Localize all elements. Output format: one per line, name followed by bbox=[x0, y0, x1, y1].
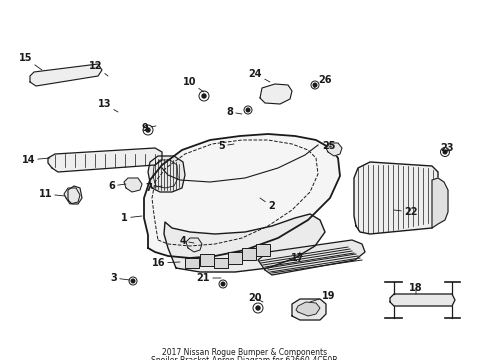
Polygon shape bbox=[163, 214, 325, 272]
Polygon shape bbox=[260, 84, 291, 104]
Text: 20: 20 bbox=[248, 293, 263, 303]
Polygon shape bbox=[148, 156, 184, 192]
Text: 12: 12 bbox=[88, 61, 108, 76]
Text: 18: 18 bbox=[408, 283, 422, 294]
Bar bbox=[184, 258, 199, 268]
Text: 11: 11 bbox=[39, 189, 65, 199]
Text: 10: 10 bbox=[182, 77, 203, 92]
Polygon shape bbox=[64, 188, 80, 204]
Circle shape bbox=[221, 282, 224, 286]
Text: 8: 8 bbox=[225, 107, 242, 117]
Text: 16: 16 bbox=[151, 258, 180, 268]
Text: 24: 24 bbox=[248, 69, 269, 82]
Text: Spoiler Bracket-Apron Diagram for 62660-4CE0B: Spoiler Bracket-Apron Diagram for 62660-… bbox=[151, 356, 337, 360]
Text: 22: 22 bbox=[393, 207, 417, 217]
Text: 6: 6 bbox=[108, 181, 126, 191]
Polygon shape bbox=[68, 186, 82, 204]
Polygon shape bbox=[185, 238, 202, 252]
Text: 26: 26 bbox=[313, 75, 331, 88]
Text: 21: 21 bbox=[196, 273, 221, 283]
Bar bbox=[214, 258, 227, 268]
Polygon shape bbox=[48, 148, 162, 172]
Text: 4: 4 bbox=[179, 236, 194, 246]
Bar bbox=[227, 252, 242, 264]
Polygon shape bbox=[124, 178, 142, 192]
Bar bbox=[242, 248, 256, 260]
Text: 3: 3 bbox=[110, 273, 130, 283]
Polygon shape bbox=[325, 143, 341, 156]
Text: 7: 7 bbox=[145, 183, 162, 193]
Bar bbox=[200, 254, 214, 266]
Text: 1: 1 bbox=[121, 213, 142, 223]
Text: 25: 25 bbox=[321, 141, 335, 151]
Polygon shape bbox=[291, 299, 325, 320]
Polygon shape bbox=[353, 162, 437, 234]
Polygon shape bbox=[389, 294, 454, 306]
Text: 15: 15 bbox=[19, 53, 42, 70]
Circle shape bbox=[256, 306, 260, 310]
Text: 14: 14 bbox=[21, 155, 50, 165]
Polygon shape bbox=[30, 64, 102, 86]
Bar bbox=[256, 244, 269, 256]
Text: 23: 23 bbox=[439, 143, 452, 153]
Polygon shape bbox=[143, 134, 339, 258]
Text: 5: 5 bbox=[218, 141, 234, 151]
Text: 2017 Nissan Rogue Bumper & Components: 2017 Nissan Rogue Bumper & Components bbox=[162, 348, 326, 357]
Circle shape bbox=[202, 94, 205, 98]
Circle shape bbox=[131, 279, 135, 283]
Text: 17: 17 bbox=[291, 252, 304, 263]
Polygon shape bbox=[258, 240, 364, 275]
Circle shape bbox=[312, 83, 316, 87]
Text: 9: 9 bbox=[141, 123, 156, 133]
Circle shape bbox=[442, 150, 446, 154]
Circle shape bbox=[245, 108, 249, 112]
Polygon shape bbox=[431, 178, 447, 228]
Text: 13: 13 bbox=[97, 99, 118, 112]
Text: 2: 2 bbox=[260, 198, 274, 211]
Circle shape bbox=[146, 128, 150, 132]
Text: 19: 19 bbox=[309, 291, 335, 302]
Polygon shape bbox=[295, 302, 319, 316]
